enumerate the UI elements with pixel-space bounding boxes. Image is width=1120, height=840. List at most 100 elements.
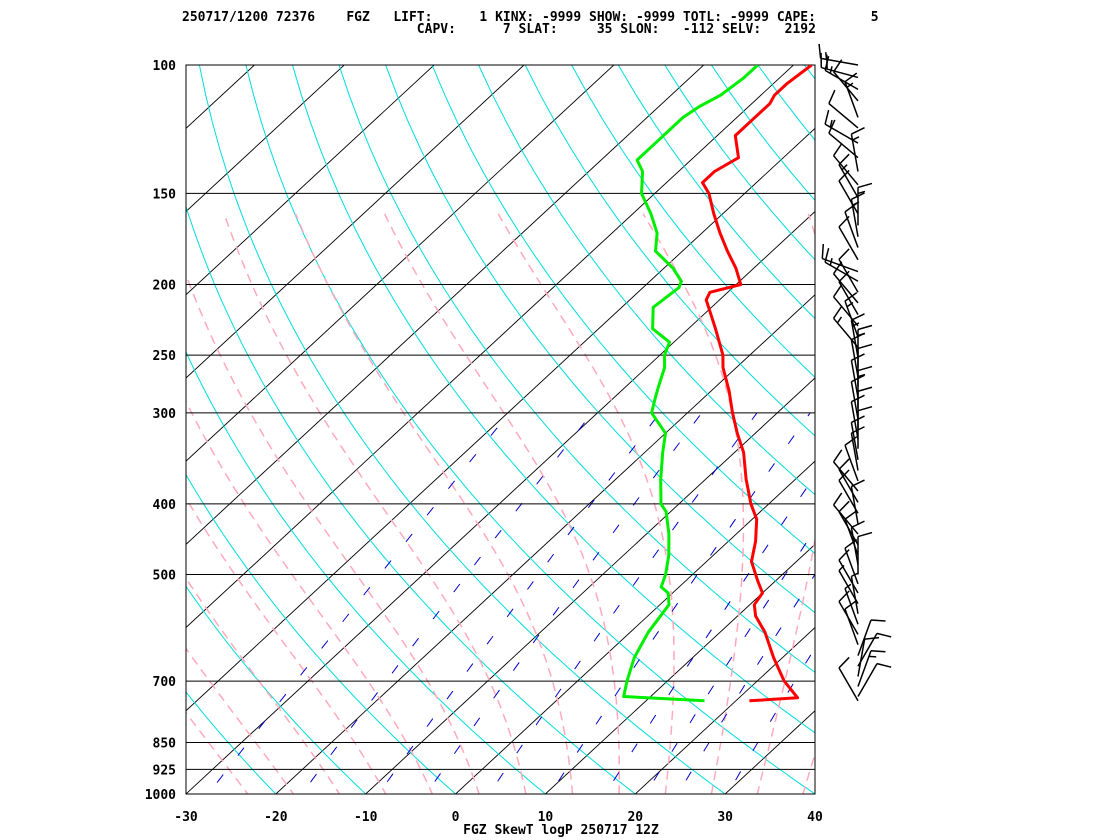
- isotherm: [0, 32, 111, 810]
- isotherm: [186, 65, 256, 129]
- wind-barb-staff: [850, 576, 859, 614]
- station-header-line-1: 250717/1200 72376 FGZ LIFT: 1 KINX: -999…: [182, 10, 879, 25]
- wind-barb-half-flag: [841, 164, 848, 171]
- isotherm: [186, 65, 525, 379]
- wind-barb-half-flag: [846, 82, 854, 88]
- wind-barb-staff: [832, 155, 859, 186]
- wind-barb-staff: [844, 444, 859, 482]
- dry-adiabat: [803, 65, 815, 80]
- profiles: [622, 65, 813, 703]
- isotherm: [186, 127, 815, 712]
- wind-barb-flag: [838, 248, 850, 260]
- dry-adiabat: [385, 65, 815, 614]
- wind-barb: [844, 72, 859, 118]
- wind-barb: [844, 436, 859, 482]
- wind-barb-flag: [844, 291, 858, 302]
- wind-barb: [838, 549, 859, 594]
- wind-barb: [857, 531, 873, 575]
- wind-barb-flag: [851, 192, 865, 200]
- wind-barb: [844, 583, 859, 625]
- wind-barb-flag: [844, 510, 858, 520]
- moist-adiabat: [186, 400, 434, 794]
- wind-barb: [832, 284, 859, 327]
- isotherm: [186, 210, 815, 794]
- moist-adiabat: [186, 577, 341, 794]
- mixing-ratio-line: [604, 474, 815, 794]
- wind-barb: [844, 291, 859, 338]
- wind-barb-staff: [828, 132, 859, 159]
- dry-adiabat: [245, 65, 815, 794]
- wind-barb-half-flag: [852, 322, 860, 327]
- mixing-ratio-line: [425, 412, 703, 794]
- wind-barb-half-flag: [836, 316, 843, 324]
- wind-barb-staff: [844, 588, 859, 625]
- wind-barb-staff: [821, 66, 859, 79]
- wind-barb: [844, 599, 859, 645]
- wind-barb-flag: [838, 215, 850, 228]
- wind-barb: [832, 261, 859, 304]
- wind-barb-flag: [851, 479, 865, 488]
- wind-barb-flag: [838, 153, 850, 166]
- dry-adiabat: [186, 205, 637, 794]
- dry-adiabat: [186, 691, 277, 794]
- wind-barb-staff: [838, 469, 859, 503]
- wind-barb-flag: [818, 43, 822, 59]
- wind-barb-flag: [851, 394, 865, 403]
- wind-barb-flag: [876, 662, 892, 668]
- wind-barb: [857, 182, 873, 226]
- moist-adiabat: [186, 711, 249, 794]
- wind-barb-flag: [857, 386, 873, 392]
- dry-adiabat: [664, 65, 815, 261]
- pressure-tick-label: 1000: [145, 788, 176, 803]
- wind-barb-staff: [844, 81, 859, 118]
- temperature-tick-label: 0: [452, 810, 460, 825]
- dry-adiabat: [710, 65, 815, 202]
- wind-barb-flag: [838, 469, 850, 481]
- wind-barb-staff: [857, 619, 872, 656]
- wind-barb-staff: [857, 650, 872, 687]
- wind-barb-flag: [838, 500, 850, 513]
- wind-barb-flag: [870, 619, 886, 622]
- wind-barb-half-flag: [829, 258, 833, 266]
- wind-barb-flag: [844, 539, 858, 549]
- wind-barb: [838, 215, 859, 261]
- wind-barb-staff: [838, 559, 859, 594]
- wind-barb-flag: [844, 202, 858, 213]
- mixing-ratio-line: [301, 412, 593, 794]
- moist-adiabat: [223, 213, 527, 794]
- wind-barb: [857, 619, 886, 656]
- dry-adiabat: [826, 32, 1120, 810]
- wind-barb-flag: [838, 549, 850, 561]
- wind-barb: [850, 520, 865, 566]
- dry-adiabat: [186, 585, 367, 794]
- pressure-tick-label: 150: [153, 187, 177, 202]
- wind-barb: [857, 343, 873, 387]
- wind-barb-staff: [850, 422, 859, 460]
- wind-barb-flag: [844, 599, 858, 610]
- wind-barb-staff: [857, 663, 878, 697]
- wind-barb: [832, 305, 859, 348]
- temperature-tick-label: 20: [627, 810, 643, 825]
- mixing-ratio-line: [488, 412, 758, 794]
- mixing-ratio-line: [207, 412, 510, 794]
- wind-barb-flag: [857, 531, 873, 538]
- mixing-ratio-line: [549, 412, 811, 794]
- wind-barb-staff: [832, 461, 859, 492]
- wind-barb-flag: [824, 109, 830, 125]
- wind-barb-flag: [857, 405, 873, 412]
- wind-barb-flag: [824, 247, 830, 263]
- wind-barb-staff: [832, 296, 859, 327]
- pressure-tick-label: 700: [153, 675, 177, 690]
- wind-barb-flag: [844, 436, 858, 446]
- wind-barb: [828, 119, 859, 159]
- wind-barb-flag: [832, 305, 843, 319]
- wind-barb-staff: [828, 102, 859, 129]
- wind-barb-staff: [824, 261, 859, 282]
- wind-barbs: [818, 43, 892, 702]
- temperature-tick-label: 30: [717, 810, 733, 825]
- wind-barb-staff: [838, 164, 859, 198]
- moist-adiabat: [383, 213, 621, 794]
- isotherm: [186, 65, 435, 296]
- pressure-tick-label: 850: [153, 737, 177, 752]
- pressure-tick-label: 500: [153, 569, 177, 584]
